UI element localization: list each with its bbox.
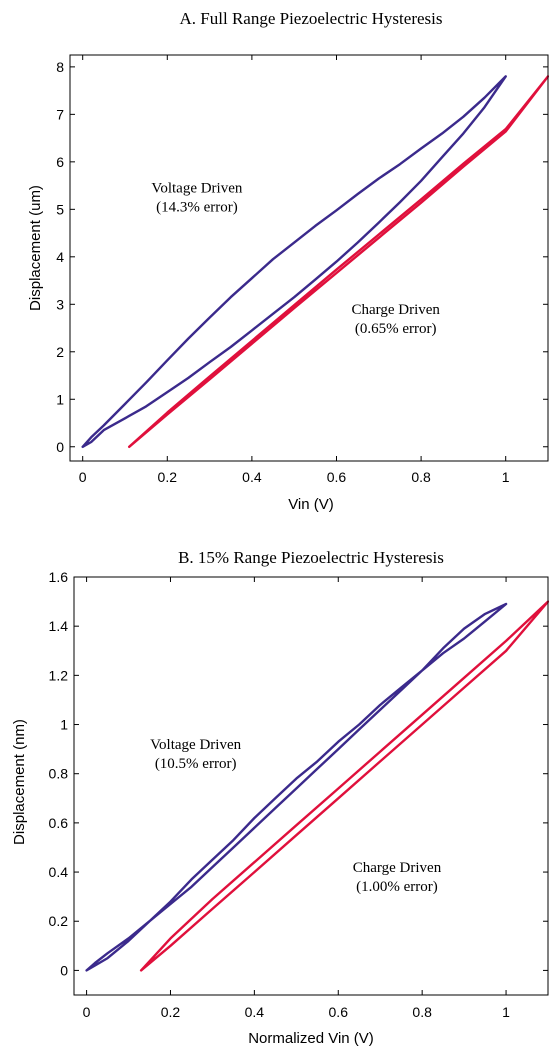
chart-b-ticks: 0 0.2 0.4 0.6 0.8 1 0 0.2 0.4 0.6 0.8 1 1.2 1.4 1.6 <box>49 569 548 1020</box>
chart-a-xlabel: Vin (V) <box>288 496 334 513</box>
chart-b-ytick-label: 0.2 <box>49 913 69 929</box>
chart-a-ytick-label: 7 <box>56 106 64 122</box>
chart-a-series-charge-driven <box>127 75 549 448</box>
chart-b-frame <box>73 576 549 996</box>
chart-a-annotation: Charge Driven (0.65% error) <box>351 302 440 337</box>
chart-a-annotations: Voltage Driven (14.3% error) Charge Driven… <box>151 181 440 337</box>
chart-b-annotation: Charge Driven (1.00% error) <box>353 860 442 895</box>
chart-b-ytick-label: 1.6 <box>49 569 69 585</box>
chart-a-ytick-label: 6 <box>56 154 64 170</box>
chart-b-series-charge-driven <box>139 600 549 972</box>
chart-b-series-voltage-driven <box>85 602 508 972</box>
chart-a-ytick-label: 4 <box>56 249 64 265</box>
chart-a-ytick-label: 1 <box>56 391 64 407</box>
chart-b-ylabel: Displacement (nm) <box>11 719 28 845</box>
chart-b: B. 15% Range Piezoelectric Hysteresis No… <box>11 548 549 1047</box>
chart-a-xtick-label: 0.4 <box>242 469 262 485</box>
chart-b-title: B. 15% Range Piezoelectric Hysteresis <box>178 548 444 567</box>
chart-b-ytick-label: 1 <box>60 717 68 733</box>
chart-b-xtick-label: 0.4 <box>245 1004 265 1020</box>
chart-a: A. Full Range Piezoelectric Hysteresis V… <box>27 9 549 513</box>
chart-a-xtick-label: 0 <box>79 469 87 485</box>
chart-a-xtick-label: 1 <box>502 469 510 485</box>
chart-b-xtick-label: 0.8 <box>412 1004 432 1020</box>
chart-a-ytick-label: 2 <box>56 344 64 360</box>
chart-b-ytick-label: 0.4 <box>49 864 69 880</box>
chart-a-frame <box>69 54 549 462</box>
chart-a-ytick-label: 5 <box>56 201 64 217</box>
chart-b-xtick-label: 0 <box>83 1004 91 1020</box>
chart-a-ytick-label: 3 <box>56 296 64 312</box>
chart-b-xtick-label: 1 <box>502 1004 510 1020</box>
chart-b-ytick-label: 1.4 <box>49 618 69 634</box>
chart-b-xlabel: Normalized Vin (V) <box>248 1030 374 1047</box>
chart-a-ytick-label: 8 <box>56 59 64 75</box>
chart-b-xtick-label: 0.2 <box>161 1004 181 1020</box>
chart-a-xtick-label: 0.8 <box>411 469 431 485</box>
chart-a-ticks: 0 0.2 0.4 0.6 0.8 1 0 1 2 3 4 5 6 7 8 <box>56 55 548 485</box>
chart-a-xtick-label: 0.2 <box>158 469 178 485</box>
chart-b-annotations: Voltage Driven (10.5% error) Charge Driven… <box>150 737 442 895</box>
chart-b-ytick-label: 0.8 <box>49 766 69 782</box>
chart-b-ytick-label: 0 <box>60 962 68 978</box>
chart-b-ytick-label: 0.6 <box>49 815 69 831</box>
chart-b-ytick-label: 1.2 <box>49 667 69 683</box>
chart-b-xtick-label: 0.6 <box>329 1004 349 1020</box>
chart-a-annotation: Voltage Driven (14.3% error) <box>151 181 242 216</box>
chart-a-series <box>81 75 549 448</box>
chart-a-xtick-label: 0.6 <box>327 469 347 485</box>
chart-a-ylabel: Displacement (um) <box>27 185 44 311</box>
chart-b-series <box>85 600 549 972</box>
chart-a-title: A. Full Range Piezoelectric Hysteresis <box>180 9 443 28</box>
chart-b-annotation: Voltage Driven (10.5% error) <box>150 737 241 772</box>
chart-a-series-voltage-driven <box>81 75 507 448</box>
chart-a-ytick-label: 0 <box>56 439 64 455</box>
